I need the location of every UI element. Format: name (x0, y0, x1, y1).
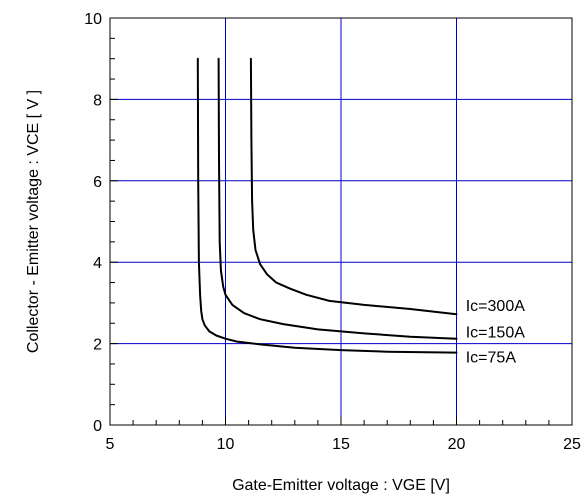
x-axis-title: Gate-Emitter voltage : VGE [V] (232, 477, 450, 494)
y-tick-label: 2 (93, 337, 102, 354)
series-label: Ic=300A (466, 298, 525, 315)
series-lines (198, 59, 457, 353)
x-tick-labels: 5 10 15 20 25 (106, 436, 581, 453)
series-line-ic-300a (251, 59, 457, 315)
x-tick-label: 5 (106, 436, 115, 453)
y-tick-labels: 0 2 4 6 8 10 (84, 11, 102, 435)
x-tick-label: 10 (217, 436, 235, 453)
x-tick-label: 25 (563, 436, 581, 453)
y-tick-label: 4 (93, 255, 102, 272)
series-annotations: Ic=300A Ic=150A Ic=75A (466, 298, 525, 367)
series-label: Ic=75A (466, 350, 517, 367)
series-label: Ic=150A (466, 324, 525, 341)
y-tick-label: 10 (84, 11, 102, 28)
y-axis-title: Collector - Emitter voltage : VCE [ V ] (25, 90, 42, 353)
series-line-ic-150a (219, 59, 457, 339)
x-tick-label: 15 (332, 436, 350, 453)
y-tick-label: 8 (93, 92, 102, 109)
y-tick-label: 6 (93, 174, 102, 191)
y-tick-label: 0 (93, 418, 102, 435)
x-tick-label: 20 (448, 436, 466, 453)
